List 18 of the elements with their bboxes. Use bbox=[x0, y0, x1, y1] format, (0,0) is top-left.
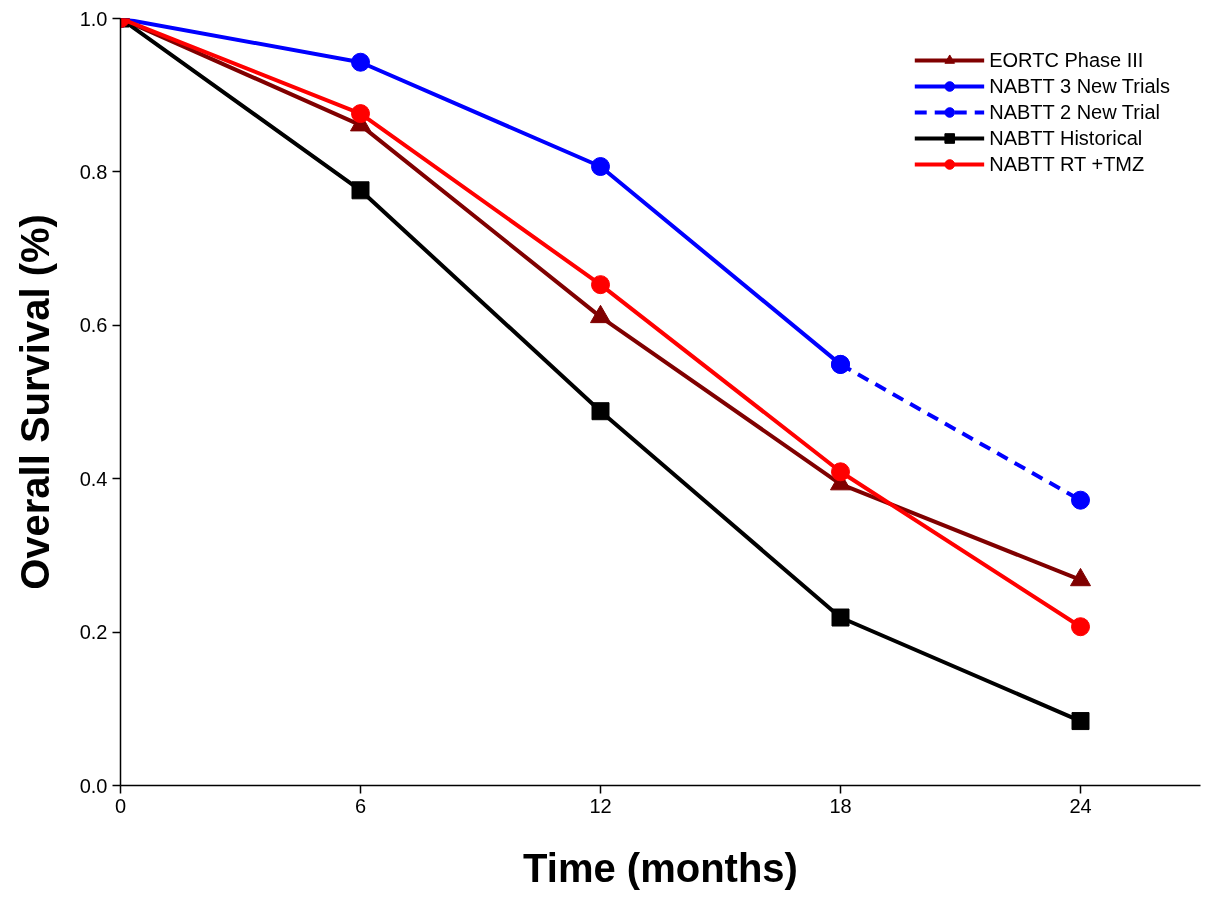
y-axis-title: Overall Survival (%) bbox=[12, 214, 57, 590]
x-tick-label: 18 bbox=[829, 794, 852, 817]
x-tick-label: 0 bbox=[114, 794, 127, 817]
legend-label: NABTT 3 New Trials bbox=[989, 74, 1170, 98]
y-tick-label: 0.8 bbox=[79, 160, 108, 183]
x-tick-label: 12 bbox=[589, 794, 612, 817]
legend-label: EORTC Phase III bbox=[989, 48, 1144, 72]
legend-label: NABTT RT +TMZ bbox=[989, 152, 1145, 176]
y-tick-label: 0.6 bbox=[79, 314, 108, 337]
x-tick-label: 24 bbox=[1069, 794, 1092, 817]
y-tick-label: 0.0 bbox=[79, 774, 108, 797]
legend-label: NABTT Historical bbox=[989, 126, 1143, 150]
x-tick-label: 6 bbox=[354, 794, 367, 817]
y-tick-label: 0.2 bbox=[79, 621, 108, 644]
y-tick-label: 1.0 bbox=[79, 7, 108, 30]
x-axis-title: Time (months) bbox=[523, 845, 798, 890]
y-tick-label: 0.4 bbox=[79, 467, 108, 490]
legend-label: NABTT 2 New Trial bbox=[989, 100, 1160, 124]
